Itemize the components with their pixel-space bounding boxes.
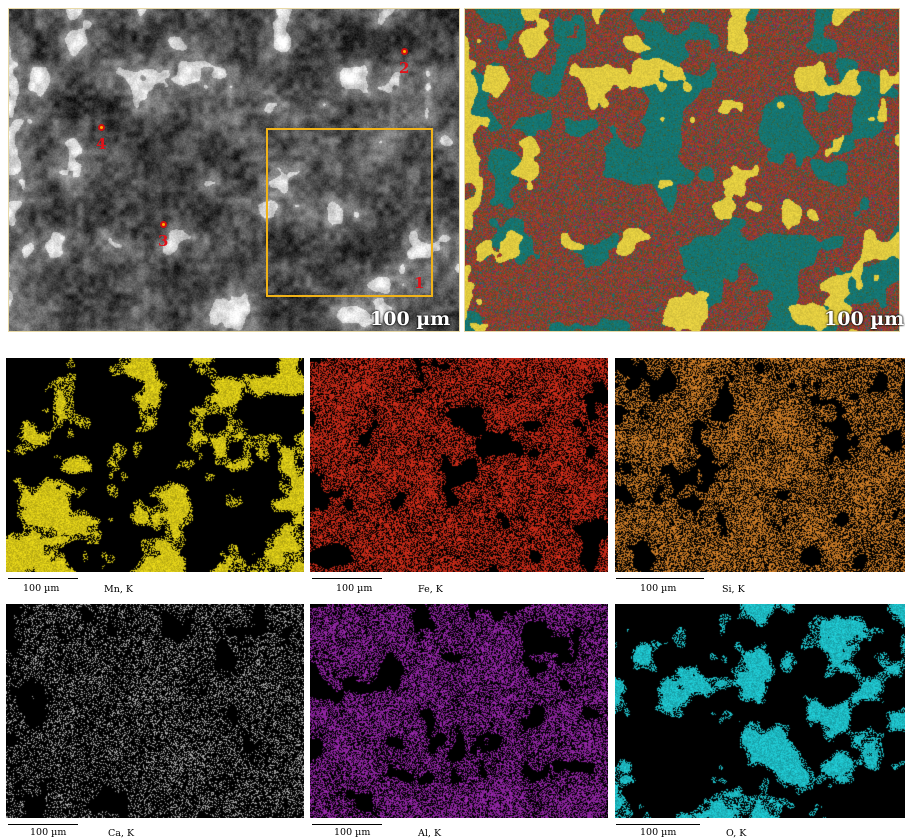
element-map-mn bbox=[6, 358, 304, 572]
overlay-scale-label: 100 µm bbox=[824, 308, 905, 330]
analysis-point-label-1: 1 bbox=[414, 274, 425, 292]
scale-bar-mn bbox=[8, 578, 78, 579]
composite-overlay-map bbox=[464, 8, 900, 332]
analysis-point-label-4: 4 bbox=[96, 135, 107, 153]
scale-bar-si bbox=[616, 578, 704, 579]
analysis-point-label-2: 2 bbox=[399, 59, 410, 77]
sem-image bbox=[8, 8, 460, 332]
element-label-mn: Mn, K bbox=[104, 584, 133, 595]
element-label-ca: Ca, K bbox=[108, 828, 135, 839]
element-label-al: Al, K bbox=[418, 828, 442, 839]
scale-label-fe: 100 µm bbox=[336, 583, 373, 594]
element-label-o: O, K bbox=[726, 828, 747, 839]
element-label-fe: Fe, K bbox=[418, 584, 443, 595]
element-map-o bbox=[615, 604, 905, 818]
element-map-si bbox=[615, 358, 905, 572]
analysis-point-marker-4 bbox=[98, 124, 105, 131]
sem-scale-label: 100 µm bbox=[370, 308, 451, 330]
scale-bar-o bbox=[616, 824, 700, 825]
scale-bar-fe bbox=[312, 578, 382, 579]
scale-label-ca: 100 µm bbox=[30, 827, 67, 838]
scale-label-mn: 100 µm bbox=[23, 583, 60, 594]
scale-label-si: 100 µm bbox=[640, 583, 677, 594]
analysis-point-marker-2 bbox=[401, 48, 408, 55]
element-map-al bbox=[310, 604, 608, 818]
scale-bar-ca bbox=[8, 824, 78, 825]
element-map-ca bbox=[6, 604, 304, 818]
scale-label-o: 100 µm bbox=[640, 827, 677, 838]
element-label-si: Si, K bbox=[722, 584, 745, 595]
scale-bar-al bbox=[312, 824, 382, 825]
element-map-fe bbox=[310, 358, 608, 572]
region-of-interest-box bbox=[266, 128, 433, 297]
analysis-point-marker-3 bbox=[160, 221, 167, 228]
scale-label-al: 100 µm bbox=[334, 827, 371, 838]
analysis-point-label-3: 3 bbox=[158, 232, 169, 250]
